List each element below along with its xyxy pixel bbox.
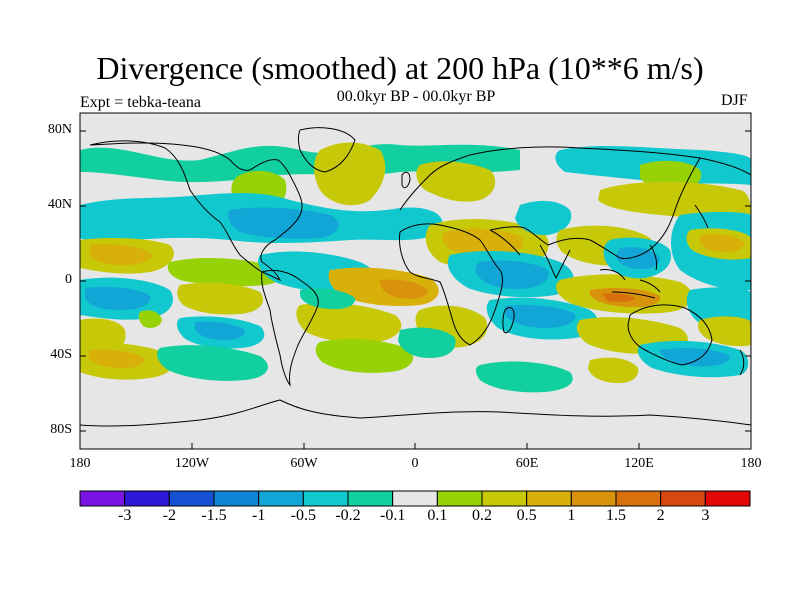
y-tick-label: 40N (47, 197, 72, 212)
colorbar-label: 1 (567, 507, 576, 524)
field-region (699, 234, 745, 252)
colorbar-label: 0.1 (427, 507, 448, 524)
x-tick-label: 60E (515, 456, 539, 471)
coastline (502, 307, 515, 334)
field-region (90, 244, 152, 266)
coastline (627, 304, 713, 366)
x-tick-label: 120W (174, 456, 210, 471)
colorbar-label: 0.5 (516, 507, 537, 524)
colorbar-swatch (436, 490, 483, 507)
field-region (515, 200, 572, 236)
colorbar-swatch (615, 490, 662, 507)
field-region (602, 293, 635, 302)
map-title: Divergence (smoothed) at 200 hPa (10**6 … (96, 50, 704, 86)
colorbar-label: -3 (117, 507, 132, 524)
colorbar-label: -0.5 (290, 507, 316, 524)
field-region (314, 142, 386, 206)
field-region (416, 161, 496, 202)
colorbar-swatch (258, 490, 304, 507)
colorbar-label: 2 (656, 507, 665, 524)
colorbar-swatch (124, 490, 170, 507)
time-range-label: 00.0kyr BP - 00.0kyr BP (336, 88, 496, 105)
colorbar-swatch (660, 490, 706, 507)
colorbar-label: 3 (701, 507, 710, 524)
field-region (167, 258, 283, 287)
colorbar-label: -0.2 (335, 507, 361, 524)
y-tick-label: 0 (65, 272, 72, 287)
coastline (261, 269, 319, 387)
field-region (195, 321, 246, 341)
x-tick-label: 120E (624, 456, 654, 471)
field-region (398, 327, 456, 358)
coastline (80, 399, 751, 427)
colorbar-swatch (302, 490, 349, 507)
colorbar-swatch (213, 490, 260, 507)
field-region (157, 345, 268, 381)
colorbar-swatch (347, 490, 394, 507)
coastline (89, 140, 303, 281)
coastline (599, 244, 661, 299)
colorbar-swatch (481, 490, 528, 507)
field-region (616, 247, 660, 270)
field-region (698, 316, 751, 347)
coastline (489, 229, 571, 280)
colorbar-label: -0.1 (379, 507, 406, 524)
coastline (399, 146, 751, 259)
colorbar (79, 490, 751, 507)
field-region (296, 303, 402, 344)
field-region (80, 144, 520, 183)
field-region (138, 310, 162, 328)
colorbar-swatch (392, 490, 438, 507)
field-region (300, 288, 356, 310)
coastline (399, 223, 503, 346)
colorbar-label: -1.5 (201, 507, 227, 524)
field-region (315, 339, 414, 373)
colorbar-swatch (79, 490, 126, 507)
colorbar-label: 0.2 (472, 507, 492, 524)
field-region (228, 207, 339, 239)
colorbar-label: 1.5 (606, 507, 626, 524)
season-label: DJF (721, 92, 748, 109)
field-region (475, 260, 549, 290)
x-tick-label: 180 (69, 456, 91, 471)
field-region (505, 304, 576, 328)
coastlines (80, 127, 751, 427)
field-region (588, 357, 639, 384)
coastline (401, 171, 411, 189)
y-tick-label: 40S (50, 347, 72, 362)
coastline (739, 349, 745, 376)
field-region (660, 348, 730, 367)
colorbar-swatch (526, 490, 572, 507)
field-region (380, 279, 428, 299)
divergence-field (80, 142, 751, 393)
colorbar-swatch (704, 490, 751, 507)
field-region (177, 282, 264, 315)
field-region (475, 361, 573, 393)
coastline (298, 127, 356, 173)
x-tick-label: 180 (740, 456, 762, 471)
x-tick-label: 0 (411, 456, 419, 471)
field-region (598, 181, 751, 219)
field-region (442, 228, 524, 257)
colorbar-swatch (570, 490, 617, 507)
axis-ticks (79, 130, 752, 449)
colorbar-label: -2 (162, 507, 176, 524)
field-region (88, 349, 146, 369)
colorbar-label: -1 (251, 507, 266, 524)
y-tick-label: 80S (50, 422, 72, 437)
x-tick-label: 60W (290, 456, 318, 471)
experiment-label: Expt = tebka-teana (80, 94, 201, 111)
y-tick-label: 80N (47, 122, 72, 137)
field-region (85, 286, 151, 310)
colorbar-swatch (168, 490, 215, 507)
coastline (694, 204, 709, 229)
